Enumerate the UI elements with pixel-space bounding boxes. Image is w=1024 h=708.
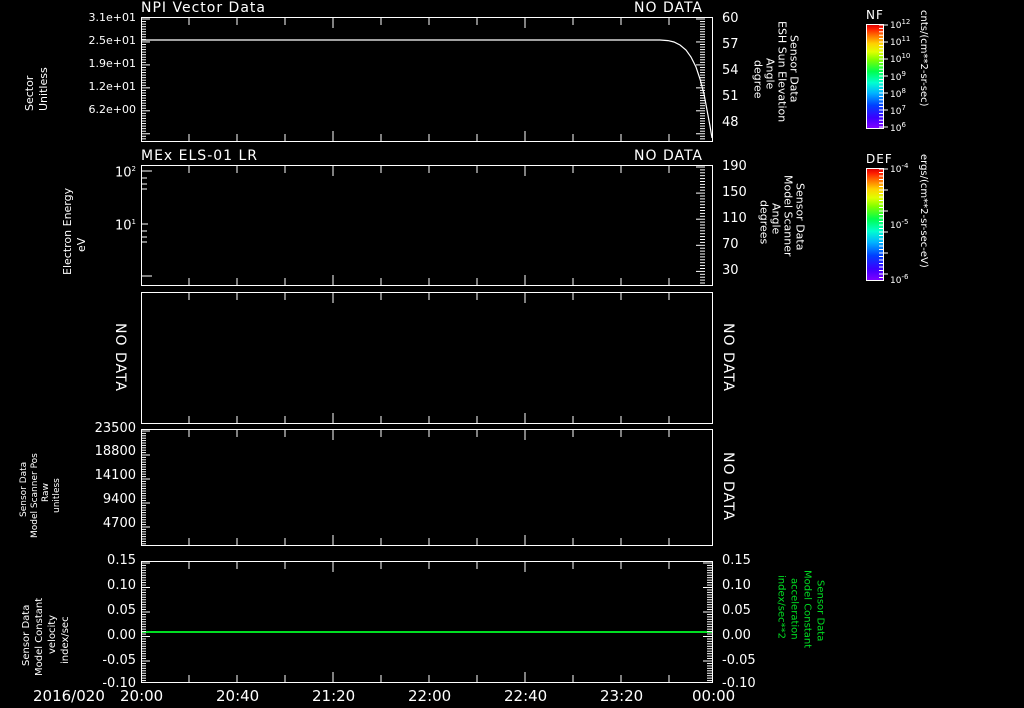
xaxis-tick-label-3: 22:00	[408, 687, 452, 705]
panel-4-ytick-3: 9400	[102, 492, 136, 507]
colorbar-def-tick-1: 10-5	[890, 218, 909, 231]
panel-5-ytick-right-4: -0.05	[722, 653, 756, 668]
panel-2-ytick-right-3: 70	[722, 237, 739, 252]
xaxis-tick-label-5: 23:20	[600, 687, 644, 705]
panel-1-ytick-right-0: 60	[722, 11, 739, 26]
xaxis-tick-label-0: 20:00	[120, 687, 164, 705]
panel-4-ylabel-line-2: Raw	[41, 483, 51, 502]
xaxis-tick-label-1: 20:40	[216, 687, 260, 705]
panel-1-ytick-1: 2.5e+01	[88, 34, 136, 47]
panel-2-ytick-right-1: 150	[722, 185, 747, 200]
panel-5-ylabel-line-0: Sensor Data	[21, 604, 32, 666]
panel-1-ylabel-right-line-0: Sensor Data	[787, 35, 801, 103]
colorbar-nf-title: NF	[866, 8, 884, 22]
panel-1-ylabel-right-line-1: ESH Sun Elevation	[775, 21, 789, 123]
panel-2-ytick-right-4: 30	[722, 263, 739, 278]
panel-5-ylabel-line-2: velocity	[47, 614, 58, 654]
panel-5-plot-area[interactable]	[141, 561, 713, 683]
colorbar-nf-tick-3: 109	[890, 70, 906, 83]
colorbar-nf-tick-1: 1011	[890, 35, 911, 48]
panel-4-ytick-0: 23500	[94, 421, 136, 436]
xaxis-tick-label-2: 21:20	[312, 687, 356, 705]
colorbar-nf-tick-5: 107	[890, 104, 906, 117]
colorbar-nf-tick-0: 1012	[890, 18, 911, 31]
panel-2-ytick-0: 102	[114, 165, 136, 181]
panel-1-title: NPI Vector Data	[141, 0, 266, 16]
panel-1-ylabel-right-line-3: degree	[751, 60, 765, 99]
panel-4-ylabel-line-3: unitless	[52, 478, 62, 513]
colorbar-nf-gradient[interactable]	[866, 24, 884, 129]
panel-1-ylabel-right-line-2: Angle	[763, 58, 777, 90]
panel-1-ytick-right-1: 57	[722, 37, 739, 52]
panel-2-ylabel-right-line-2: Angle	[769, 203, 783, 235]
panel-5-ytick-right-0: 0.15	[722, 553, 751, 568]
panel-5-ytick-right-2: 0.05	[722, 603, 751, 618]
colorbar-nf-tick-2: 1010	[890, 52, 911, 65]
panel-4-status-right: NO DATA	[720, 452, 736, 522]
panel-1-ytick-right-4: 48	[722, 115, 739, 130]
panel-2-ylabel-right-line-3: degrees	[757, 200, 771, 245]
panel-1-ytick-2: 1.9e+01	[88, 57, 136, 70]
colorbar-def-gradient[interactable]	[866, 168, 884, 281]
panel-5-ylabel-right-line-2: acceleration	[788, 578, 800, 640]
panel-3-plot-area[interactable]	[141, 292, 713, 424]
panel-2-ylabel-right-line-1: Model Scanner	[781, 175, 795, 257]
panel-5-ytick-5: -0.10	[102, 676, 136, 691]
panel-2-ytick-right-2: 110	[722, 211, 747, 226]
panel-5-ytick-2: 0.05	[107, 603, 136, 618]
panel-5-ytick-right-3: 0.00	[722, 628, 751, 643]
panel-5-ytick-right-1: 0.10	[722, 578, 751, 593]
panel-3-status-right: NO DATA	[720, 323, 736, 393]
colorbar-def-tick-2: 10-6	[890, 273, 909, 286]
panel-2-ylabel-left-line-0: Electron Energy	[61, 187, 74, 275]
colorbar-def-unit: ergs/(cm**2-sr-sec-eV)	[918, 154, 929, 268]
colorbar-def-tick-0: 10-4	[890, 162, 909, 175]
panel-2-plot-area[interactable]	[141, 165, 713, 286]
panel-5-ylabel-line-3: index/sec	[60, 616, 71, 664]
panel-1-status-right: NO DATA	[634, 0, 704, 16]
panel-1-plot-area[interactable]	[141, 17, 713, 142]
panel-1-ytick-right-3: 51	[722, 89, 739, 104]
panel-5-ylabel-line-1: Model Constant	[34, 597, 45, 676]
panel-5-ylabel-right-line-3: index/sec**2	[775, 575, 787, 639]
colorbar-nf-tick-4: 108	[890, 87, 906, 100]
panel-4-ytick-1: 18800	[94, 444, 136, 459]
panel-5-ytick-right-5: -0.10	[722, 676, 756, 691]
panel-5-ytick-3: 0.00	[107, 628, 136, 643]
panel-1-ytick-3: 1.2e+01	[88, 80, 136, 93]
panel-4-ylabel-line-0: Sensor Data	[19, 461, 29, 517]
panel-2-ytick-right-0: 190	[722, 159, 747, 174]
panel-1-ytick-0: 3.1e+01	[88, 11, 136, 24]
panel-2-ylabel-left-line-1: eV	[75, 237, 88, 252]
panel-2-title: MEx ELS-01 LR	[141, 148, 259, 164]
colorbar-def-title: DEF	[866, 152, 893, 166]
xaxis-tick-label-4: 22:40	[504, 687, 548, 705]
panel-1-ytick-right-2: 54	[722, 63, 739, 78]
panel-2-ytick-1: 101	[114, 218, 136, 234]
panel-2-status-right: NO DATA	[634, 148, 704, 164]
panel-5-ylabel-right-line-1: Model Constant	[801, 570, 813, 649]
colorbar-nf-unit: cnts/(cm**2-sr-sec)	[918, 10, 929, 107]
panel-5-ytick-4: -0.05	[102, 653, 136, 668]
xaxis-date-label: 2016/020	[33, 687, 105, 705]
panel-4-plot-area[interactable]	[141, 429, 713, 546]
xaxis-tick-label-6: 00:00	[692, 687, 736, 705]
panel-5-ylabel-right-line-0: Sensor Data	[814, 580, 826, 642]
panel-5-series-line	[142, 631, 712, 633]
panel-5-ytick-1: 0.10	[107, 578, 136, 593]
panel-4-ytick-4: 4700	[102, 516, 136, 531]
panel-5-ytick-0: 0.15	[107, 553, 136, 568]
panel-2-ylabel-right-line-0: Sensor Data	[793, 183, 807, 251]
colorbar-nf-tick-6: 106	[890, 121, 906, 134]
panel-4-ylabel-line-1: Model Scanner Pos	[30, 453, 40, 538]
panel-1-ytick-4: 6.2e+00	[88, 103, 136, 116]
panel-3-status-left: NO DATA	[112, 323, 128, 393]
panel-4-ytick-2: 14100	[94, 468, 136, 483]
